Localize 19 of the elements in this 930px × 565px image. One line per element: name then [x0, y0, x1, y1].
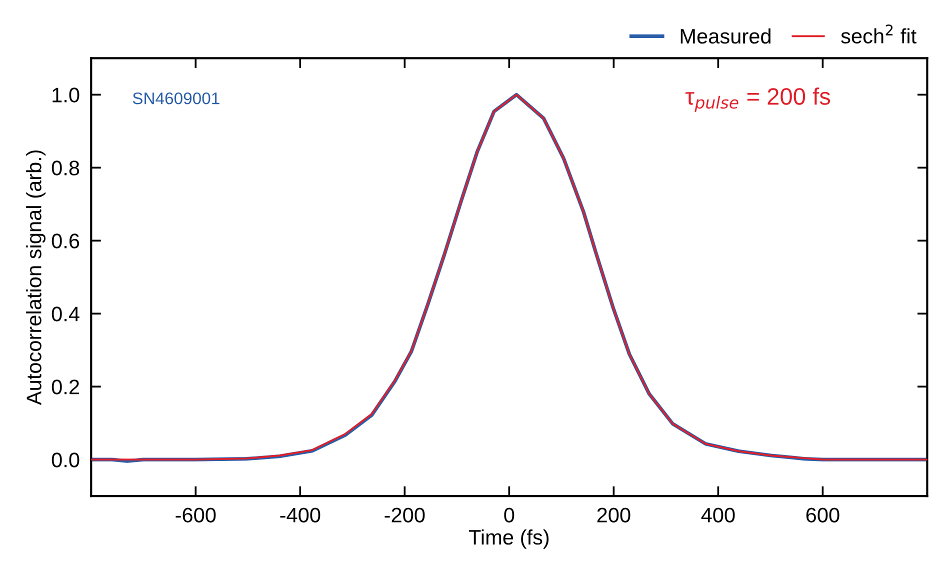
x-axis-title: Time (fs) — [468, 529, 549, 549]
x-tick-label: -600 — [176, 508, 216, 522]
annotation: SN4609001 — [132, 92, 220, 104]
legend-label: Measured — [680, 28, 770, 44]
x-tick-label: 0 — [504, 508, 514, 522]
y-tick-label: 1.0 — [52, 88, 80, 102]
y-tick-label: 0.8 — [52, 160, 80, 176]
y-tick-label: 0.6 — [52, 234, 80, 248]
x-tick-label: 400 — [701, 508, 735, 522]
legend-label: sech$^{2}$ fit — [841, 24, 916, 44]
x-tick-label: 200 — [597, 508, 630, 522]
y-axis-title: Autocorrelation signal (arb.) — [26, 150, 46, 406]
y-tick-label: 0.4 — [52, 306, 80, 322]
x-tick-label: 600 — [806, 508, 840, 522]
y-tick-label: 0.0 — [52, 452, 80, 468]
x-tick-label: -400 — [280, 508, 320, 522]
y-tick-label: 0.2 — [52, 380, 79, 394]
annotation: τ$_{pulse}$ = 200 fs — [685, 88, 830, 112]
x-tick-label: -200 — [384, 508, 425, 522]
